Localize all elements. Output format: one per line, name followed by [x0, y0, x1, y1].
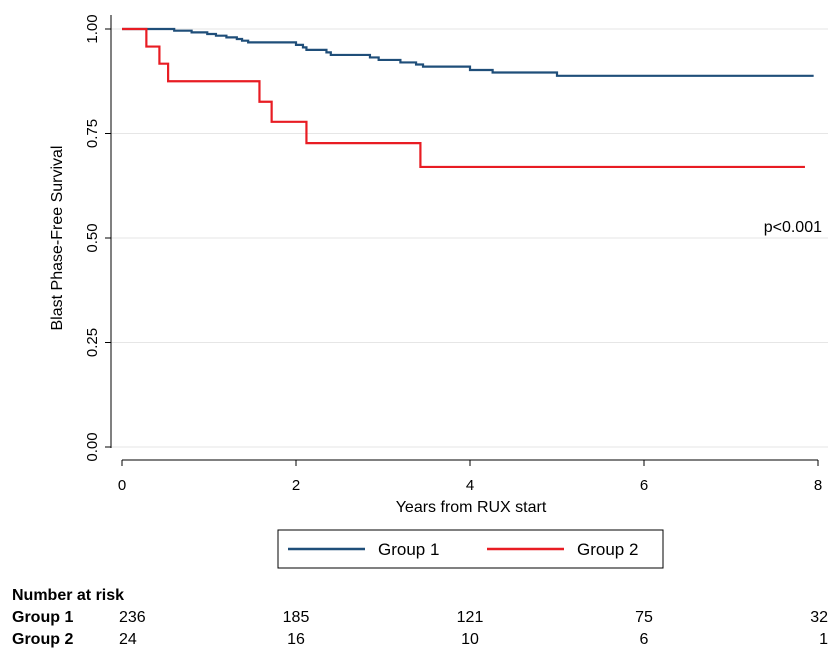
risk-count: 75	[635, 609, 653, 626]
y-tick-label: 0.50	[84, 223, 101, 252]
y-tick-label: 0.25	[84, 328, 101, 357]
risk-count: 121	[457, 609, 484, 626]
risk-table-title: Number at risk	[12, 587, 124, 604]
x-tick-label: 2	[292, 477, 300, 494]
legend-label-group-2: Group 2	[577, 540, 638, 559]
legend: Group 1 Group 2	[277, 529, 664, 569]
risk-count: 16	[287, 631, 305, 648]
risk-count: 185	[283, 609, 310, 626]
x-tick-label: 0	[118, 477, 126, 494]
risk-count: 10	[461, 631, 479, 648]
risk-row-label: Group 1	[12, 609, 73, 626]
y-tick-label: 0.00	[84, 432, 101, 461]
survival-curve-group-2	[122, 27, 805, 169]
survival-curve-group-1	[122, 27, 814, 77]
y-tick-label: 1.00	[84, 14, 101, 43]
number-at-risk-table: Number at risk Group 1 236 185 121 75 32 Group…	[12, 587, 828, 648]
axes: 0.00 0.25 0.50 0.75 1.00 0 2 4 6 8	[84, 14, 822, 494]
y-tick-label: 0.75	[84, 119, 101, 148]
x-tick-label: 8	[814, 477, 822, 494]
grid-lines	[111, 28, 828, 448]
legend-label-group-1: Group 1	[378, 540, 439, 559]
risk-count: 1	[819, 631, 828, 648]
x-tick-label: 4	[466, 477, 474, 494]
risk-row-label: Group 2	[12, 631, 73, 648]
risk-count: 6	[640, 631, 649, 648]
x-axis-title: Years from RUX start	[396, 499, 547, 516]
p-value-annotation: p<0.001	[764, 219, 822, 236]
risk-count: 32	[810, 609, 828, 626]
y-axis-title: Blast Phase-Free Survival	[49, 146, 66, 331]
risk-count: 24	[119, 631, 137, 648]
x-tick-label: 6	[640, 477, 648, 494]
survival-curves	[122, 27, 814, 169]
risk-count: 236	[119, 609, 146, 626]
